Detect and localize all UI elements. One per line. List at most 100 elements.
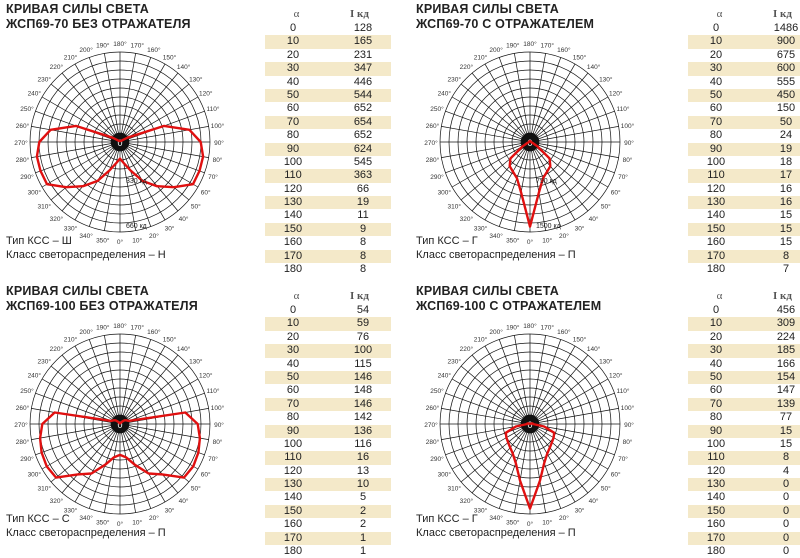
- angle-label: 90°: [624, 139, 634, 147]
- intensity-cell: 0: [782, 478, 790, 491]
- angle-label: 120°: [609, 372, 623, 380]
- grid-spoke: [50, 141, 121, 201]
- table-row: 130 19: [265, 196, 391, 210]
- grid-spoke: [119, 141, 152, 227]
- intensity-cell: 116: [354, 437, 372, 450]
- table-row: 30 100: [265, 344, 391, 358]
- angle-label: 190°: [506, 42, 520, 50]
- table-row: 20 675: [688, 49, 800, 62]
- panel-title: КРИВАЯ СИЛЫ СВЕТА ЖСП69-100 С ОТРАЖАТЕЛЕ…: [416, 284, 601, 314]
- grid-spoke: [460, 423, 531, 483]
- table-row: 0 1486: [688, 22, 800, 35]
- intensity-cell: 136: [353, 424, 373, 437]
- title-line-1: КРИВАЯ СИЛЫ СВЕТА: [6, 2, 149, 16]
- ring-value-label: 1500 кд: [536, 223, 561, 230]
- grid-spoke: [471, 141, 531, 212]
- angle-label: 20°: [149, 232, 159, 240]
- grid-spoke: [529, 141, 546, 231]
- grid-spoke: [529, 53, 546, 143]
- angle-cell: 180: [283, 263, 303, 276]
- angle-cell: 30: [286, 344, 300, 357]
- grid-spoke: [529, 63, 576, 143]
- intensity-cell: 19: [356, 196, 370, 209]
- angle-cell: 120: [283, 464, 303, 477]
- angle-label: 100°: [621, 122, 635, 130]
- angle-cell: 180: [283, 545, 303, 558]
- angle-label: 210°: [474, 335, 488, 343]
- grid-spoke: [119, 141, 179, 212]
- angle-cell: 100: [706, 155, 726, 168]
- angle-cell: 40: [286, 357, 300, 370]
- grid-spoke: [119, 423, 190, 483]
- angle-label: 30°: [165, 507, 175, 515]
- polar-diagram: 0 0° 10° 20° 30° 40°50°60° 70° 80° 90° 100° 110° 12…: [14, 322, 224, 526]
- angle-label: 280°: [426, 156, 440, 164]
- grid-spoke: [484, 423, 531, 503]
- angle-label: 90°: [214, 139, 224, 147]
- table-row: 90 624: [265, 142, 391, 156]
- angle-cell: 140: [706, 209, 726, 222]
- angle-cell: 10: [286, 35, 300, 48]
- intensity-cell: 54: [356, 304, 370, 316]
- angle-label: 180°: [523, 40, 537, 48]
- angle-label: 0°: [527, 238, 534, 244]
- intensity-cell: 1: [359, 545, 367, 558]
- intensity-cell: 652: [353, 129, 373, 142]
- angle-label: 310°: [37, 203, 51, 211]
- grid-spoke: [61, 354, 121, 425]
- intensity-cell: 50: [779, 115, 793, 128]
- grid-spoke: [119, 53, 136, 143]
- intensity-cell: 17: [779, 169, 793, 182]
- angle-label: 190°: [506, 324, 520, 332]
- grid-spoke: [529, 72, 589, 143]
- table-header: α I кд: [688, 288, 800, 304]
- intensity-cell: 166: [776, 357, 796, 370]
- angle-label: 140°: [587, 63, 601, 71]
- table-row: 30 185: [688, 344, 800, 358]
- table-row: 100 15: [688, 438, 800, 451]
- angle-cell: 150: [283, 222, 303, 235]
- angle-label: 250°: [20, 105, 34, 113]
- title-line-2: ЖСП69-100 БЕЗ ОТРАЖАТЕЛЯ: [6, 299, 198, 313]
- grid-spoke: [88, 141, 121, 227]
- intensity-cell: 450: [776, 88, 796, 101]
- table-row: 20 76: [265, 331, 391, 344]
- angle-label: 300°: [438, 189, 452, 197]
- angle-label: 30°: [575, 225, 585, 233]
- angle-label: 0°: [117, 520, 124, 526]
- angle-cell: 60: [709, 102, 723, 115]
- angle-cell: 110: [284, 451, 302, 464]
- table-row: 60 652: [265, 102, 391, 115]
- intensity-cell: 24: [779, 129, 793, 142]
- grid-spoke: [529, 345, 576, 425]
- angle-label: 230°: [447, 75, 461, 83]
- grid-spoke: [529, 110, 615, 143]
- table-row: 110 363: [265, 169, 391, 183]
- angle-label: 200°: [79, 328, 93, 336]
- intensity-cell: 0: [782, 518, 790, 531]
- grid-spoke: [529, 423, 562, 509]
- grid-spoke: [529, 423, 600, 483]
- intensity-header: I кд: [350, 290, 369, 302]
- intensity-header: I кд: [773, 290, 792, 302]
- table-row: 40 166: [688, 358, 800, 371]
- angle-label: 180°: [113, 40, 127, 48]
- table-row: 70 139: [688, 397, 800, 412]
- intensity-cell: 16: [779, 182, 793, 195]
- angle-label: 90°: [214, 421, 224, 429]
- intensity-curve: [38, 411, 202, 479]
- intensity-cell: 8: [359, 249, 367, 262]
- table-row: 10 165: [265, 35, 391, 49]
- table-row: 160 0: [688, 518, 800, 531]
- panel-title: КРИВАЯ СИЛЫ СВЕТА ЖСП69-100 БЕЗ ОТРАЖАТЕ…: [6, 284, 198, 314]
- table-row: 120 4: [688, 465, 800, 478]
- angle-label: 140°: [177, 345, 191, 353]
- angle-label: 20°: [559, 232, 569, 240]
- table-row: 110 16: [265, 451, 391, 465]
- angle-cell: 90: [709, 424, 723, 437]
- angle-cell: 20: [286, 48, 300, 61]
- grid-spoke: [451, 141, 531, 188]
- angle-label: 30°: [165, 225, 175, 233]
- angle-cell: 120: [706, 182, 726, 195]
- angle-label: 40°: [179, 215, 189, 223]
